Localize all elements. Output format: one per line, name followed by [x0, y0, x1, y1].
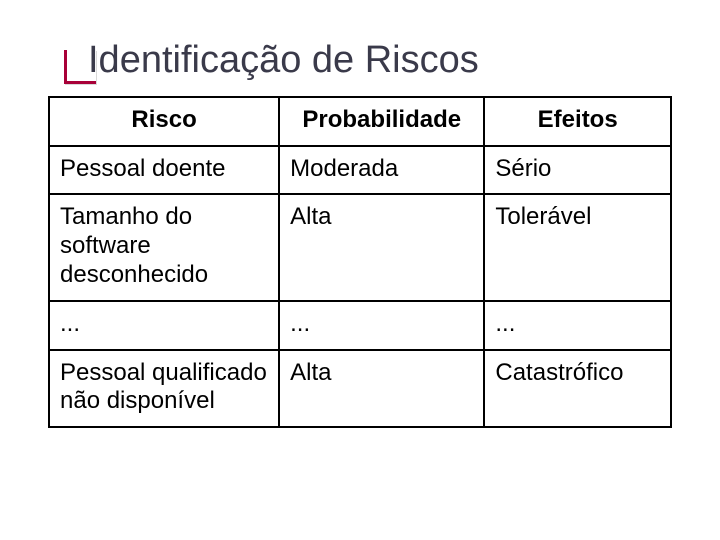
risk-table: Risco Probabilidade Efeitos Pessoal doen… — [48, 96, 672, 428]
cell-prob: Alta — [279, 350, 484, 428]
table-row: Pessoal qualificado não disponível Alta … — [49, 350, 671, 428]
cell-efeito: Catastrófico — [484, 350, 671, 428]
table-row: ... ... ... — [49, 301, 671, 350]
table-row: Pessoal doente Moderada Sério — [49, 146, 671, 195]
cell-risco: Tamanho do software desconhecido — [49, 194, 279, 300]
cell-efeito: Sério — [484, 146, 671, 195]
cell-prob: Moderada — [279, 146, 484, 195]
cell-prob: Alta — [279, 194, 484, 300]
cell-prob: ... — [279, 301, 484, 350]
cell-risco: Pessoal qualificado não disponível — [49, 350, 279, 428]
slide: Identificação de Riscos Risco Probabilid… — [0, 0, 720, 540]
cell-efeito: Tolerável — [484, 194, 671, 300]
table-body: Pessoal doente Moderada Sério Tamanho do… — [49, 146, 671, 428]
table-row: Tamanho do software desconhecido Alta To… — [49, 194, 671, 300]
page-title: Identificação de Riscos — [88, 40, 672, 82]
cell-efeito: ... — [484, 301, 671, 350]
accent-bar — [64, 50, 96, 84]
table-header-row: Risco Probabilidade Efeitos — [49, 97, 671, 146]
col-header-efeito: Efeitos — [484, 97, 671, 146]
cell-risco: ... — [49, 301, 279, 350]
cell-risco: Pessoal doente — [49, 146, 279, 195]
col-header-risco: Risco — [49, 97, 279, 146]
col-header-prob: Probabilidade — [279, 97, 484, 146]
title-wrap: Identificação de Riscos — [88, 40, 672, 82]
